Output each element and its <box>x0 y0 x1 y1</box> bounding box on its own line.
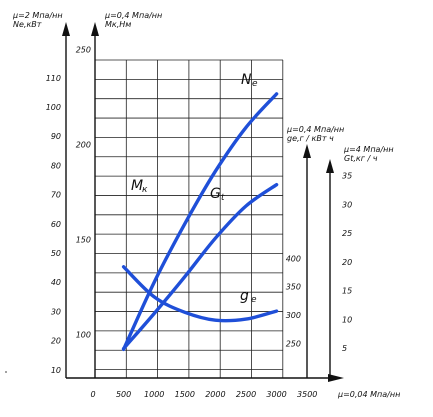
axis-header-Ne: μ=2 Mпа/нн <box>12 11 63 20</box>
x-tick-label: 1500 <box>175 390 195 399</box>
ge-axis-arrow <box>303 144 311 158</box>
axis-header-Mk: Mк,Нм <box>105 20 131 29</box>
axis-header-ge: ge,г / кВт ч <box>287 134 334 143</box>
ne-tick-label: 80 <box>51 161 61 170</box>
curve-label-subscript: e <box>252 79 258 89</box>
x-tick-label: 2000 <box>205 390 225 399</box>
ne-tick-label: 40 <box>51 278 61 287</box>
ne-tick-label: 110 <box>46 74 61 83</box>
gt-tick-label: 20 <box>342 258 352 267</box>
axis-header-Ne: Ne,кВт <box>13 20 42 29</box>
x-tick-label: 3500 <box>297 390 317 399</box>
ne-tick-label: 50 <box>51 249 61 258</box>
curve-label-subscript: e <box>251 295 257 305</box>
ge-tick-label: 400 <box>286 254 301 263</box>
gt-tick-label: 35 <box>342 172 352 181</box>
x-tick-label: 500 <box>116 390 131 399</box>
gt-axis-arrow <box>326 159 334 173</box>
x-tick-label: 0 <box>90 390 95 399</box>
curve-gt <box>121 183 279 351</box>
ne-tick-label: 90 <box>51 132 61 141</box>
ne-tick-label: 70 <box>51 191 61 200</box>
curve-label-subscript: к <box>142 185 148 195</box>
gt-tick-label: 25 <box>342 229 352 238</box>
curve-label-gt: G <box>210 186 221 202</box>
mk-axis-arrow <box>91 22 99 36</box>
axis-header-ge: μ=0,4 Mпа/нн <box>286 125 344 134</box>
gt-tick-label: 5 <box>342 344 347 353</box>
curve-label-ge: g <box>240 288 249 304</box>
x-axis-label: μ=0,04 Mпа/нн <box>337 390 400 399</box>
mk-tick-label: 150 <box>76 236 91 245</box>
ge-tick-label: 250 <box>286 340 301 349</box>
gt-tick-label: 30 <box>342 200 352 209</box>
ne-tick-label: 10 <box>51 366 61 375</box>
ne-tick-label: 100 <box>46 103 61 112</box>
axis-header-Mk: μ=0,4 Mпа/нн <box>104 11 162 20</box>
gt-tick-label: 10 <box>342 315 352 324</box>
mk-tick-label: 250 <box>76 46 91 55</box>
curve-label-subscript: t <box>221 193 225 203</box>
x-tick-label: 1000 <box>144 390 164 399</box>
curve-label-ne: N <box>241 72 252 88</box>
curve-ge <box>121 265 279 323</box>
x-axis-arrow <box>328 374 344 382</box>
axis-header-Gt: μ=4 Mпа/нн <box>343 145 394 154</box>
ne-tick-label: 30 <box>51 307 61 316</box>
mk-tick-label: 200 <box>76 141 91 150</box>
x-tick-label: 3000 <box>266 390 286 399</box>
curve-label-mк: M <box>131 178 143 194</box>
axis-header-Gt: Gt,кг / ч <box>344 154 378 163</box>
curve-ne <box>121 92 279 352</box>
ne-tick-label: 60 <box>51 220 61 229</box>
ge-tick-label: 300 <box>286 311 301 320</box>
x-tick-label: 2500 <box>236 390 256 399</box>
ge-tick-label: 350 <box>286 283 301 292</box>
mk-tick-label: 100 <box>76 331 91 340</box>
gt-tick-label: 15 <box>342 287 352 296</box>
ne-axis-arrow <box>62 22 70 36</box>
ne-tick-label: 20 <box>51 337 61 346</box>
